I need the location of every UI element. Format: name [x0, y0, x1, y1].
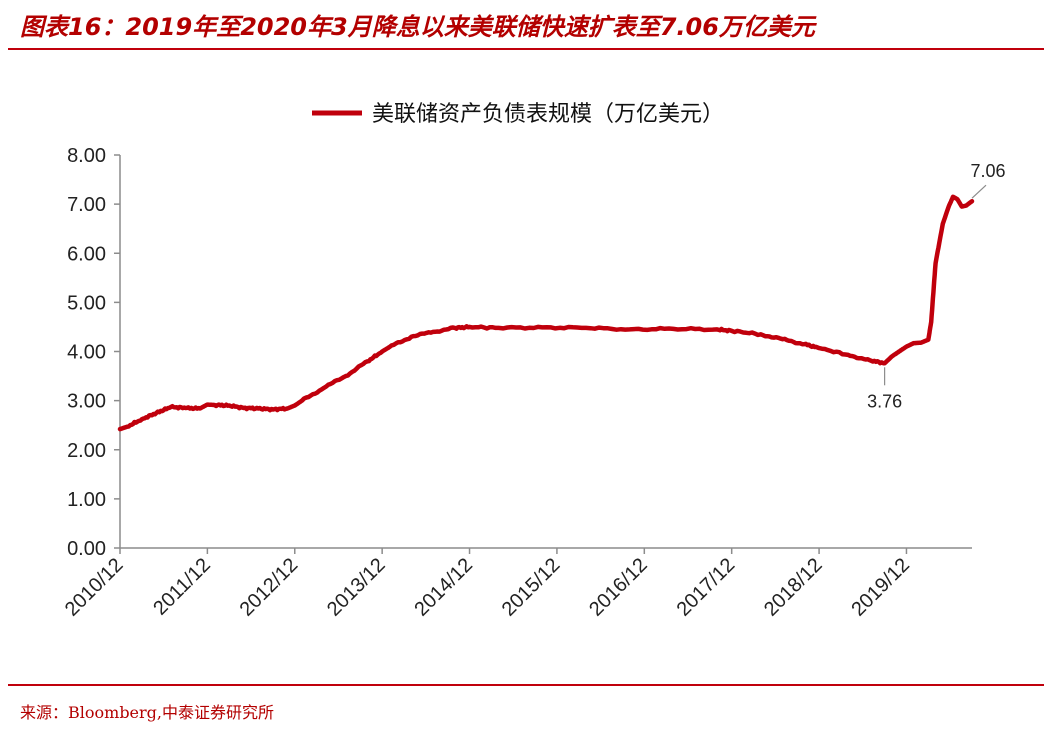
- y-tick-label: 1.00: [67, 489, 106, 511]
- title-divider: [8, 48, 1044, 50]
- y-ticks: 0.00 1.00 2.00 3.00 4.00 5.00 6.00 7.00 8.00: [67, 145, 120, 560]
- x-tick-label: 2017/12: [673, 554, 740, 621]
- y-tick-label: 5.00: [67, 292, 106, 314]
- y-axis: 0.00 1.00 2.00 3.00 4.00 5.00 6.00 7.00 8.00: [67, 145, 121, 560]
- annotation-leader: [971, 184, 987, 199]
- legend: 美联储资产负债表规模（万亿美元）: [312, 102, 724, 127]
- source-divider: [8, 684, 1044, 686]
- legend-label: 美联储资产负债表规模（万亿美元）: [372, 102, 724, 127]
- x-tick-label: 2013/12: [323, 554, 390, 621]
- y-tick-label: 0.00: [67, 538, 106, 560]
- x-tick-label: 2015/12: [498, 554, 565, 621]
- annotation-label: 3.76: [867, 391, 902, 411]
- x-tick-label: 2018/12: [760, 554, 827, 621]
- annotation-label: 7.06: [970, 161, 1005, 181]
- x-ticks: 2010/12 2011/12 2012/12 2013/12 2014/12 2015/…: [61, 548, 914, 621]
- annotation-layer: 3.76 7.06: [867, 161, 1005, 411]
- y-tick-label: 2.00: [67, 440, 106, 462]
- x-tick-label: 2019/12: [847, 554, 914, 621]
- x-tick-label: 2010/12: [61, 554, 128, 621]
- series-line: [117, 194, 975, 432]
- x-tick-label: 2011/12: [149, 554, 215, 620]
- y-tick-label: 8.00: [67, 145, 106, 167]
- figure-title: 图表16：2019年至2020年3月降息以来美联储快速扩表至7.06万亿美元: [20, 13, 815, 41]
- x-axis: 2010/12 2011/12 2012/12 2013/12 2014/12 2015/…: [61, 547, 972, 621]
- y-tick-label: 4.00: [67, 342, 106, 364]
- x-tick-label: 2014/12: [410, 554, 477, 621]
- y-tick-label: 7.00: [67, 194, 106, 216]
- series-layer: [117, 194, 975, 432]
- line-chart: 美联储资产负债表规模（万亿美元） 0.00 1.00 2.00 3.00 4.00 5.0…: [61, 102, 1006, 621]
- x-tick-label: 2012/12: [236, 554, 303, 621]
- y-tick-label: 6.00: [67, 243, 106, 265]
- x-tick-label: 2016/12: [585, 554, 652, 621]
- source-note: 来源：Bloomberg,中泰证券研究所: [20, 703, 275, 722]
- y-tick-label: 3.00: [67, 391, 106, 413]
